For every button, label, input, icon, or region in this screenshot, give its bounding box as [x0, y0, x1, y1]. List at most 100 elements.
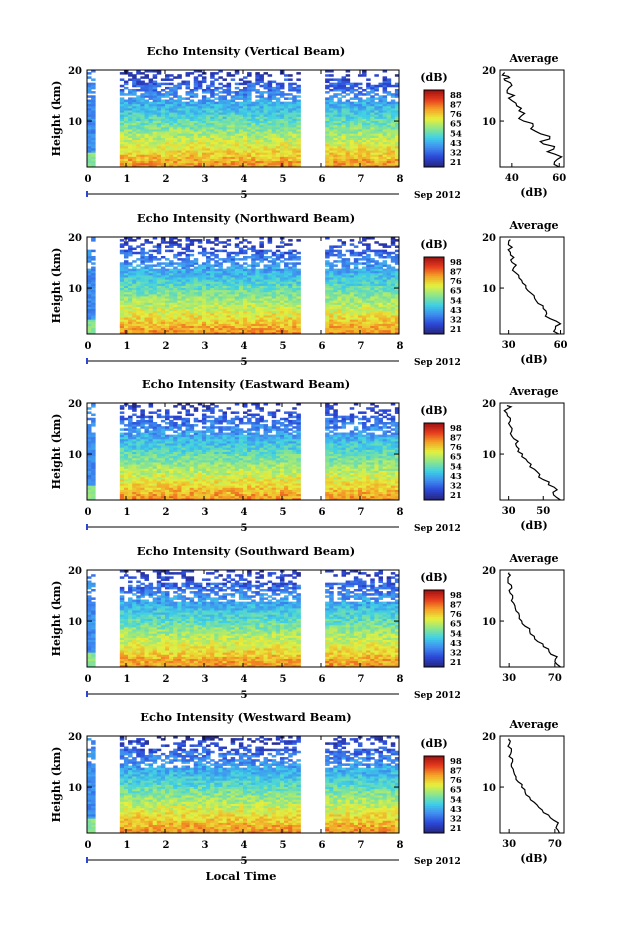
- heatmap-cell: [132, 267, 137, 270]
- heatmap-cell: [243, 262, 248, 265]
- heatmap-cell: [214, 254, 219, 257]
- heatmap-cell: [149, 254, 154, 257]
- heatmap-cell: [91, 256, 96, 259]
- heatmap-cell: [325, 260, 330, 263]
- heatmap-cell: [144, 256, 149, 259]
- colorbar-tick-label: 76: [450, 110, 462, 120]
- heatmap-cell: [198, 245, 203, 248]
- heatmap-cell: [165, 245, 170, 248]
- heatmap-cell: [190, 100, 195, 103]
- heatmap-cell: [243, 245, 248, 248]
- heatmap-cell: [153, 269, 158, 272]
- heatmap-cell: [337, 269, 342, 272]
- heatmap-cell: [350, 83, 355, 86]
- heatmap-cell: [222, 250, 227, 253]
- heatmap-cell: [284, 243, 289, 246]
- colorbar-tick-label: 21: [450, 158, 462, 168]
- heatmap-cell: [177, 243, 182, 246]
- heatmap-cell: [288, 97, 293, 100]
- heatmap-cell: [190, 89, 195, 92]
- heatmap-cell: [337, 260, 342, 263]
- heatmap-cell: [342, 102, 347, 105]
- heatmap-cell: [132, 89, 137, 92]
- heatmap-cell: [346, 74, 351, 77]
- heatmap-cell: [214, 78, 219, 81]
- heatmap-cell: [292, 262, 297, 265]
- colorbar-tick-label: 88: [450, 91, 462, 101]
- heatmap-cell: [247, 269, 252, 272]
- heatmap-cell: [169, 87, 174, 90]
- heatmap-cell: [362, 89, 367, 92]
- heatmap-cell: [198, 264, 203, 267]
- heatmap-cell: [268, 250, 273, 253]
- heatmap-cell: [358, 252, 363, 255]
- heatmap-cell: [325, 85, 330, 88]
- y-tick-label: 10: [68, 117, 82, 128]
- heatmap-cell: [333, 83, 338, 86]
- heatmap-cell: [243, 76, 248, 79]
- heatmap-cell: [333, 93, 338, 96]
- heatmap-cell: [165, 87, 170, 90]
- heatmap-cell: [222, 95, 227, 98]
- y-axis-label: Height (km): [50, 81, 63, 157]
- heatmap-cell: [210, 264, 215, 267]
- heatmap-cell: [190, 260, 195, 263]
- heatmap-cell: [337, 245, 342, 248]
- heatmap-cell: [358, 83, 363, 86]
- heatmap-cell: [231, 95, 236, 98]
- heatmap-cell: [272, 81, 277, 84]
- heatmap-cell: [206, 85, 211, 88]
- heatmap-cell: [292, 83, 297, 86]
- heatmap-cell: [161, 78, 166, 81]
- heatmap-cell: [136, 78, 141, 81]
- heatmap-cell: [391, 100, 396, 103]
- heatmap-cell: [227, 267, 232, 270]
- x-tick-label: 3: [202, 174, 209, 185]
- heatmap-cell: [387, 245, 392, 248]
- heatmap-cell: [284, 97, 289, 100]
- heatmap-cell: [165, 91, 170, 94]
- heatmap-cell: [337, 250, 342, 253]
- heatmap-cell: [140, 267, 145, 270]
- heatmap-cell: [280, 252, 285, 255]
- heatmap-cell: [87, 100, 92, 103]
- heatmap-cell: [128, 245, 133, 248]
- heatmap-cell: [383, 76, 388, 79]
- heatmap-cell: [120, 85, 125, 88]
- heatmap-cell: [366, 83, 371, 86]
- heatmap-cell: [91, 267, 96, 270]
- heatmap-cell: [255, 269, 260, 272]
- heatmap-cell: [383, 250, 388, 253]
- heatmap-cell: [333, 264, 338, 267]
- heatmap-cell: [366, 91, 371, 94]
- heatmap-cell: [370, 258, 375, 261]
- heatmap-cell: [157, 262, 162, 265]
- heatmap-cell: [325, 74, 330, 77]
- heatmap-cell: [186, 91, 191, 94]
- heatmap-cells: [87, 237, 399, 334]
- average-title: Average: [508, 52, 558, 65]
- heatmap-cell: [222, 85, 227, 88]
- heatmap-cell: [165, 83, 170, 86]
- heatmap-cell: [346, 78, 351, 81]
- heatmap-cell: [235, 87, 240, 90]
- colorbar-tick-label: 43: [450, 139, 462, 149]
- heatmap-cell: [325, 97, 330, 100]
- heatmap-cell: [153, 264, 158, 267]
- heatmap-cell: [329, 95, 334, 98]
- heatmap-cell: [165, 269, 170, 272]
- heatmap-cell: [144, 100, 149, 103]
- heatmap-cell: [181, 252, 186, 255]
- heatmap-cell: [190, 269, 195, 272]
- heatmap-cell: [350, 262, 355, 265]
- heatmap-cell: [165, 100, 170, 103]
- heatmap-cell: [264, 72, 269, 75]
- heatmap-cell: [198, 252, 203, 255]
- x-tick-label: 2: [163, 174, 170, 185]
- beam-panel-1: Echo Intensity (Northward Beam)Height (k…: [50, 211, 568, 368]
- heatmap-cell: [186, 102, 191, 105]
- heatmap-cell: [280, 83, 285, 86]
- heatmap-cell: [157, 258, 162, 261]
- heatmap-cell: [333, 78, 338, 81]
- heatmap-cell: [296, 72, 301, 75]
